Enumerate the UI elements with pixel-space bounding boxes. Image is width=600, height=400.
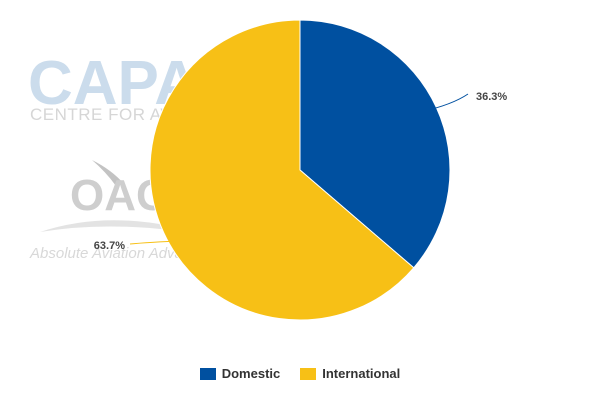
data-label-connector-domestic [422,93,469,112]
oag-logo-swoosh [92,160,124,186]
legend-swatch-domestic [199,367,216,380]
legend-label-international: International [322,366,401,381]
legend-label-domestic: Domestic [221,366,281,381]
pie-slice-international[interactable] [149,19,415,321]
legend-item-international[interactable]: International [300,366,400,381]
pie-slices [149,19,451,321]
legend-swatch-international [300,367,317,380]
legend: Domestic International [0,366,600,381]
data-label-domestic: 36.3% [476,91,507,103]
oag-logo-wing [40,220,170,232]
data-label-international: 63.7% [94,240,125,252]
pie-data-labels: 36.3% 63.7% [94,91,508,252]
legend-item-domestic[interactable]: Domestic [199,366,281,381]
data-label-connector-international [129,240,186,245]
